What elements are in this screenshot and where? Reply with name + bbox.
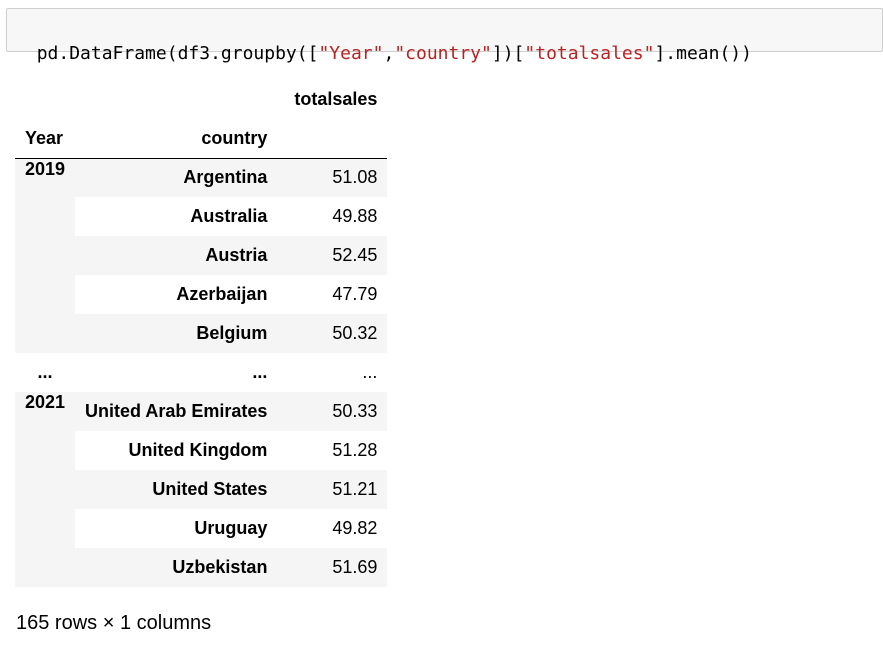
index-year-cell: ... [37, 362, 53, 382]
code-line: pd.DataFrame(df3.groupby(["Year","countr… [37, 43, 752, 64]
table-body: 2019 Argentina 51.08 Australia 49.88 Austria 5… [15, 158, 388, 587]
value-cell: 51.69 [277, 548, 388, 587]
index-country-cell: Austria [75, 236, 278, 275]
code-token: pd.DataFrame(df3.groupby([ [36, 43, 319, 64]
index-country-cell: Uruguay [194, 518, 268, 538]
code-token: , [383, 43, 395, 64]
value-cell: 50.32 [277, 314, 388, 353]
index-country-cell: United States [75, 470, 278, 509]
index-country-cell: Australia [190, 206, 268, 226]
value-cell: 51.21 [277, 470, 388, 509]
table-row: Austria 52.45 [15, 236, 388, 275]
table-row: Uruguay 49.82 [15, 509, 387, 548]
table-row: Australia 49.88 [15, 197, 387, 236]
table-row: Uzbekistan 51.69 [15, 548, 388, 587]
code-string-token: "country" [394, 43, 492, 64]
index-country-cell: Uzbekistan [75, 548, 278, 587]
value-cell: ... [362, 362, 378, 382]
header-row-index-names: Year country [15, 119, 388, 159]
dataframe-table: totalsales Year country 2019 Argentina 51.… [15, 80, 388, 587]
table-row: United Kingdom 51.28 [15, 431, 387, 470]
dataframe-shape-footer: 165 rows × 1 columns [16, 612, 212, 634]
index-name-country: country [75, 119, 278, 159]
index-name-year: Year [15, 119, 76, 159]
index-country-cell: United Arab Emirates [75, 392, 278, 431]
header-row-columns: totalsales [15, 80, 387, 119]
header-blank-year [15, 80, 75, 119]
value-cell: 47.79 [332, 284, 378, 304]
value-cell: 49.82 [332, 518, 378, 538]
code-token: ].mean()) [654, 43, 752, 64]
code-input-cell[interactable]: pd.DataFrame(df3.groupby(["Year","countr… [6, 8, 883, 64]
header-blank-country [75, 80, 277, 119]
table-row: 2021 United Arab Emirates 50.33 [15, 392, 388, 587]
value-cell: 52.45 [277, 236, 388, 275]
code-string-token: "Year" [318, 43, 384, 64]
index-country-cell: Argentina [75, 158, 278, 197]
index-year-cell: 2019 [15, 158, 76, 353]
table-row: ......... [15, 353, 387, 392]
index-year-cell: 2021 [15, 392, 76, 587]
code-token: ])[ [491, 43, 525, 64]
code-string-token: "totalsales" [524, 43, 655, 64]
table-row: Belgium 50.32 [15, 314, 388, 353]
value-cell: 51.08 [277, 158, 388, 197]
table-row: Azerbaijan 47.79 [15, 275, 387, 314]
index-country-cell: United Kingdom [128, 440, 268, 460]
dataframe-output: totalsales Year country 2019 Argentina 51.… [15, 80, 388, 587]
header-blank-value [277, 119, 388, 159]
value-cell: 49.88 [332, 206, 378, 226]
index-country-cell: ... [252, 362, 268, 382]
index-country-cell: Belgium [75, 314, 278, 353]
value-cell: 50.33 [277, 392, 388, 431]
column-header-totalsales: totalsales [294, 89, 378, 109]
table-row: 2019 Argentina 51.08 [15, 158, 388, 353]
table-row: United States 51.21 [15, 470, 388, 509]
value-cell: 51.28 [332, 440, 378, 460]
index-country-cell: Azerbaijan [176, 284, 268, 304]
